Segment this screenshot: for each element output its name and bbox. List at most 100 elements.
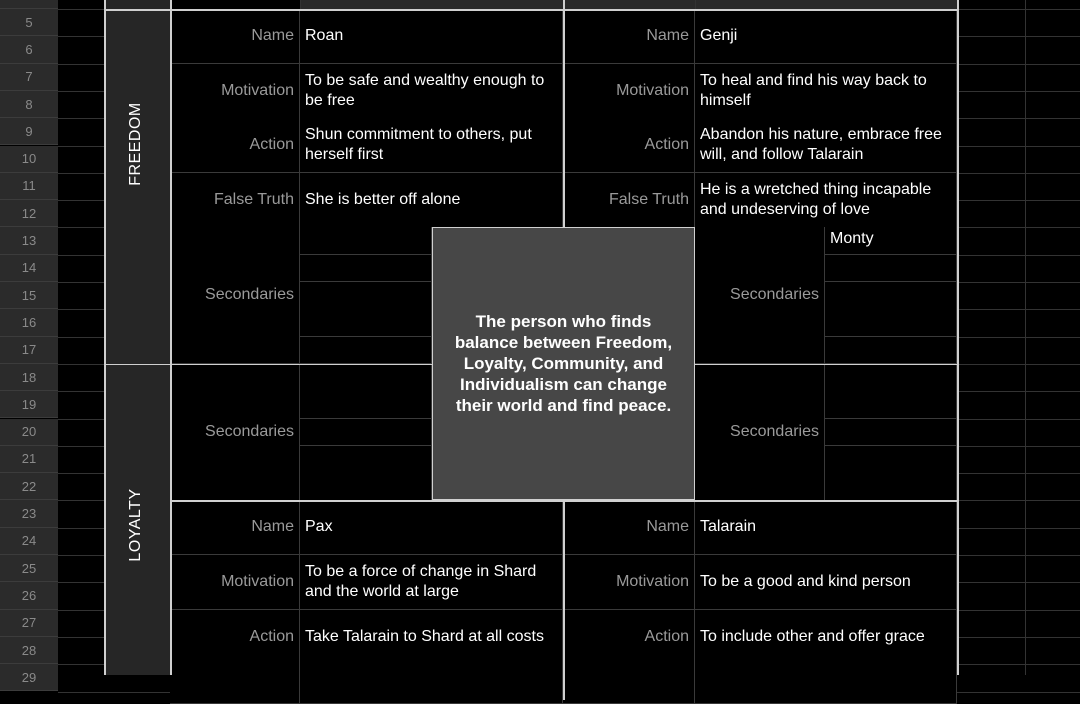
cell[interactable] <box>170 664 300 704</box>
secondary-cell[interactable] <box>300 227 432 256</box>
name-label: Name <box>170 9 300 65</box>
secondary-cell[interactable] <box>825 254 957 283</box>
secondary-cell[interactable] <box>300 254 432 283</box>
motivation-value[interactable]: To be a force of change in Shard and the… <box>300 555 563 611</box>
action-label: Action <box>170 118 300 174</box>
secondary-cell[interactable] <box>825 473 957 501</box>
category-loyalty <box>104 363 170 675</box>
action-label: Action <box>563 118 695 174</box>
border <box>104 9 957 11</box>
border <box>695 363 957 366</box>
action-label: Action <box>170 609 300 665</box>
secondary-cell[interactable] <box>825 336 957 365</box>
row-header-18[interactable]: 18 <box>0 363 58 392</box>
row-header-27[interactable]: 27 <box>0 609 58 637</box>
cell[interactable] <box>695 664 957 704</box>
row-header-21[interactable]: 21 <box>0 445 58 474</box>
border <box>104 363 432 366</box>
name-value[interactable]: Pax <box>300 500 563 556</box>
row-header-19[interactable]: 19 <box>0 391 58 419</box>
border <box>563 0 565 228</box>
row-header-8[interactable]: 8 <box>0 90 58 119</box>
secondary-cell[interactable] <box>300 336 432 365</box>
motivation-value[interactable]: To be a good and kind person <box>695 555 957 611</box>
row-header-7[interactable]: 7 <box>0 63 58 91</box>
row-header-17[interactable]: 17 <box>0 336 58 364</box>
secondary-cell[interactable] <box>300 473 432 501</box>
motivation-label: Motivation <box>563 555 695 611</box>
action-value[interactable]: To include other and offer grace <box>695 609 957 665</box>
category-label-loyalty: LOYALTY <box>127 488 144 562</box>
row-header-29[interactable]: 29 <box>0 664 58 692</box>
action-value[interactable]: Abandon his nature, embrace free will, a… <box>695 118 957 174</box>
row-header-12[interactable]: 12 <box>0 200 58 228</box>
secondary-cell[interactable] <box>300 391 432 419</box>
row-header-6[interactable]: 6 <box>0 36 58 64</box>
row-header-10[interactable]: 10 <box>0 145 58 173</box>
name-label: Name <box>563 9 695 65</box>
secondary-cell[interactable] <box>825 391 957 419</box>
row-header-26[interactable]: 26 <box>0 582 58 610</box>
category-freedom <box>104 9 170 364</box>
cell[interactable] <box>300 664 563 704</box>
category-label-freedom: FREEDOM <box>127 102 144 186</box>
false-truth-label: False Truth <box>563 172 695 228</box>
border <box>563 500 565 701</box>
cell[interactable] <box>563 664 695 704</box>
border <box>104 0 106 675</box>
secondary-cell[interactable] <box>300 363 432 392</box>
false-truth-label: False Truth <box>170 172 300 228</box>
row-header-14[interactable]: 14 <box>0 254 58 282</box>
secondaries-label: Secondaries <box>170 227 300 365</box>
header-cell-row4[interactable] <box>300 0 957 9</box>
gridline <box>1025 0 1026 675</box>
motivation-label: Motivation <box>170 555 300 611</box>
secondary-cell[interactable] <box>825 445 957 474</box>
secondaries-label: Secondaries <box>695 227 825 365</box>
row-header-25[interactable]: 25 <box>0 555 58 583</box>
name-label: Name <box>563 500 695 556</box>
false-truth-value[interactable]: He is a wretched thing incapable and und… <box>695 172 957 228</box>
secondary-cell[interactable] <box>825 418 957 447</box>
secondary-cell[interactable]: Monty <box>825 227 957 256</box>
secondaries-label: Secondaries <box>170 363 300 501</box>
cell-row4[interactable] <box>58 0 104 9</box>
action-value[interactable]: Shun commitment to others, put herself f… <box>300 118 563 174</box>
secondary-cell[interactable] <box>825 282 957 310</box>
motivation-value[interactable]: To be safe and wealthy enough to be free <box>300 63 563 119</box>
name-value[interactable]: Genji <box>695 9 957 65</box>
row-header-13[interactable]: 13 <box>0 227 58 255</box>
motivation-label: Motivation <box>563 63 695 119</box>
secondary-cell[interactable] <box>300 309 432 338</box>
name-label: Name <box>170 500 300 556</box>
name-value[interactable]: Talarain <box>695 500 957 556</box>
row-header-11[interactable]: 11 <box>0 172 58 201</box>
row-header-9[interactable]: 9 <box>0 118 58 146</box>
false-truth-value[interactable]: She is better off alone <box>300 172 563 228</box>
row-header-5[interactable]: 5 <box>0 9 58 37</box>
row-header-28[interactable]: 28 <box>0 636 58 665</box>
row-header-24[interactable]: 24 <box>0 527 58 555</box>
secondary-cell[interactable] <box>300 445 432 474</box>
row-header-16[interactable]: 16 <box>0 309 58 337</box>
secondary-cell[interactable] <box>825 309 957 338</box>
row-header-15[interactable]: 15 <box>0 282 58 310</box>
motivation-value[interactable]: To heal and find his way back to himself <box>695 63 957 119</box>
secondary-cell[interactable] <box>300 418 432 447</box>
row-header-22[interactable]: 22 <box>0 473 58 501</box>
cell-row4[interactable] <box>170 0 300 9</box>
row-header-23[interactable]: 23 <box>0 500 58 528</box>
theme-box[interactable]: The person who finds balance between Fre… <box>432 227 695 501</box>
secondaries-label: Secondaries <box>695 363 825 501</box>
cell-row4[interactable] <box>104 0 170 9</box>
motivation-label: Motivation <box>170 63 300 119</box>
row-header-20[interactable]: 20 <box>0 418 58 446</box>
action-label: Action <box>563 609 695 665</box>
action-value[interactable]: Take Talarain to Shard at all costs <box>300 609 563 665</box>
border <box>170 0 172 675</box>
secondary-cell[interactable] <box>300 282 432 310</box>
row-header[interactable] <box>0 0 58 9</box>
secondary-cell[interactable] <box>825 363 957 392</box>
border <box>957 0 959 675</box>
name-value[interactable]: Roan <box>300 9 563 65</box>
